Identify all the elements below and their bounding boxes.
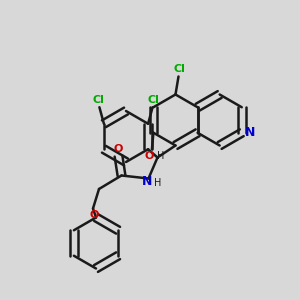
Text: Cl: Cl [93,95,104,105]
Text: O: O [145,151,154,161]
Text: O: O [114,143,123,154]
Text: N: N [142,175,152,188]
Text: N: N [245,126,255,139]
Text: Cl: Cl [173,64,185,74]
Text: Cl: Cl [148,95,159,105]
Text: O: O [89,210,99,220]
Text: H: H [154,178,161,188]
Text: H: H [157,151,165,161]
